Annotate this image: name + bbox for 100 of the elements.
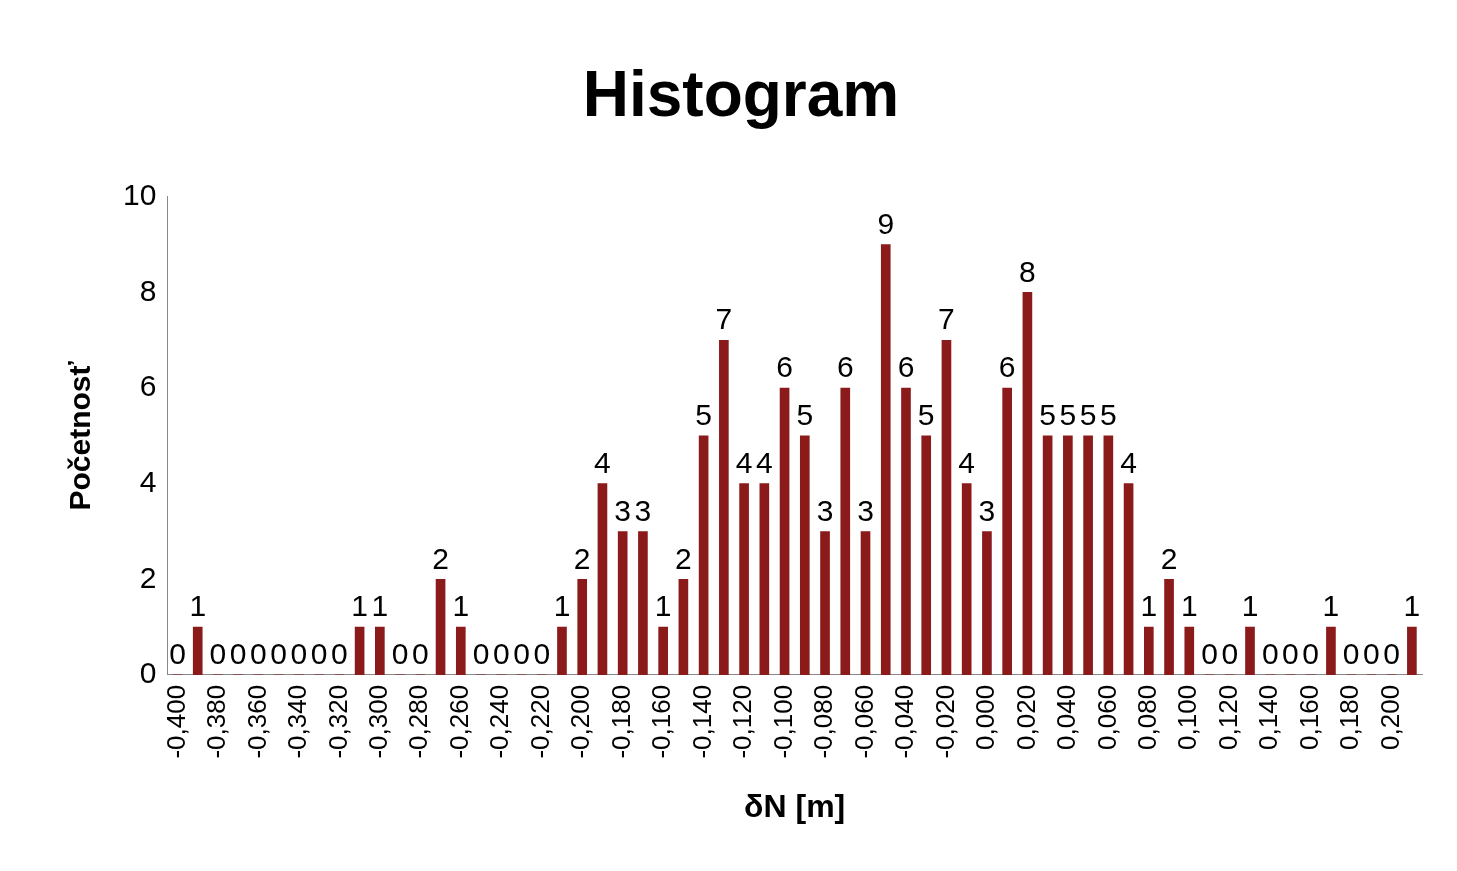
bar	[1002, 387, 1012, 675]
data-label: 1	[1140, 589, 1158, 623]
data-label: 1	[1180, 589, 1198, 623]
x-tick-label: -0,380	[201, 684, 232, 759]
data-label: 0	[169, 637, 186, 671]
x-axis-title: δN [m]	[744, 787, 846, 824]
data-label: 0	[1363, 637, 1380, 671]
data-label: 5	[1039, 398, 1056, 432]
data-label: 0	[1342, 637, 1360, 671]
data-label: 4	[735, 445, 753, 479]
data-label: 0	[250, 637, 267, 671]
bar	[921, 435, 932, 675]
data-label: 8	[1019, 254, 1036, 288]
bar	[739, 483, 749, 675]
data-label: 0	[229, 637, 247, 671]
data-label: 2	[573, 541, 591, 575]
data-label: 0	[1302, 637, 1320, 671]
data-label: 0	[391, 637, 409, 671]
bar	[192, 626, 203, 675]
bar	[678, 578, 689, 675]
data-label: 0	[1383, 637, 1400, 671]
bar	[1326, 626, 1336, 675]
x-tick-label: -0,040	[889, 684, 920, 759]
x-tick-label: 0,080	[1131, 684, 1162, 750]
data-label: 5	[796, 398, 814, 432]
bar	[617, 531, 628, 675]
data-label: 4	[594, 445, 611, 479]
x-tick-label: -0,100	[767, 684, 798, 759]
bar	[1143, 626, 1154, 675]
data-label: 3	[614, 493, 632, 527]
data-label: 4	[958, 445, 976, 479]
data-label: 1	[452, 589, 470, 623]
x-tick-label: 0,120	[1212, 684, 1243, 750]
bar	[354, 626, 365, 675]
x-tick-label: -0,160	[646, 684, 677, 759]
x-tick-label: 0,060	[1091, 684, 1122, 750]
data-label: 5	[917, 398, 935, 432]
bar	[779, 387, 790, 675]
x-tick-label: 0,000	[970, 684, 1001, 750]
x-tick-label: 0,040	[1051, 684, 1082, 750]
y-tick-label: 10	[122, 178, 157, 212]
bar	[455, 626, 466, 675]
data-label: 1	[1322, 589, 1340, 623]
y-tick-label: 4	[139, 464, 157, 498]
bar	[597, 483, 608, 675]
data-label: 5	[695, 398, 712, 432]
bar	[982, 531, 992, 675]
x-tick-label: -0,240	[484, 684, 515, 759]
data-label: 0	[533, 637, 551, 671]
bar	[941, 339, 952, 675]
x-tick-label: -0,140	[686, 684, 717, 759]
x-tick-label: -0,340	[282, 684, 313, 759]
data-label: 3	[857, 493, 874, 527]
data-label: 0	[310, 637, 328, 671]
x-tick-label: 0,140	[1253, 684, 1284, 750]
x-tick-label: 0,200	[1374, 684, 1405, 750]
bar	[1123, 483, 1134, 675]
x-tick-label: 0,160	[1293, 684, 1324, 750]
data-label: 0	[290, 637, 308, 671]
bar	[375, 626, 385, 675]
data-label: 1	[1403, 589, 1421, 623]
bar	[1022, 292, 1033, 675]
x-tick-label: -0,400	[160, 684, 191, 759]
chart-title: Histogram	[582, 58, 900, 131]
x-tick-label: -0,260	[443, 684, 474, 759]
data-label: 1	[553, 589, 571, 623]
x-tick-label: -0,360	[241, 684, 272, 759]
data-label: 6	[897, 350, 915, 384]
bar	[820, 531, 830, 675]
x-tick-label: 0,020	[1010, 684, 1041, 750]
data-label: 4	[755, 445, 773, 479]
x-tick-label: -0,080	[808, 684, 839, 759]
x-tick-label: 0,180	[1334, 684, 1365, 750]
x-tick-label: -0,220	[524, 684, 555, 759]
data-label: 6	[836, 350, 854, 384]
bar	[759, 483, 770, 675]
bar	[698, 435, 709, 675]
data-label: 5	[1079, 398, 1097, 432]
bar	[1245, 626, 1255, 675]
data-label: 2	[675, 541, 692, 575]
data-label: 7	[715, 302, 733, 336]
y-tick-label: 2	[139, 560, 157, 594]
y-tick-label: 6	[139, 369, 157, 403]
data-label: 6	[998, 350, 1016, 384]
bar	[638, 531, 648, 675]
data-label: 0	[411, 637, 429, 671]
data-label: 3	[634, 493, 652, 527]
bar	[1042, 435, 1053, 675]
bar	[860, 531, 871, 675]
bar	[1407, 626, 1417, 675]
data-label: 1	[351, 589, 368, 623]
data-label: 1	[371, 589, 389, 623]
data-label: 4	[1120, 445, 1137, 479]
data-label: 6	[776, 350, 793, 384]
data-label: 0	[1201, 637, 1218, 671]
data-label: 3	[978, 493, 996, 527]
data-label: 5	[1059, 398, 1077, 432]
x-tick-label: -0,300	[363, 684, 394, 759]
x-tick-label: -0,200	[565, 684, 596, 759]
bar	[1103, 435, 1114, 675]
